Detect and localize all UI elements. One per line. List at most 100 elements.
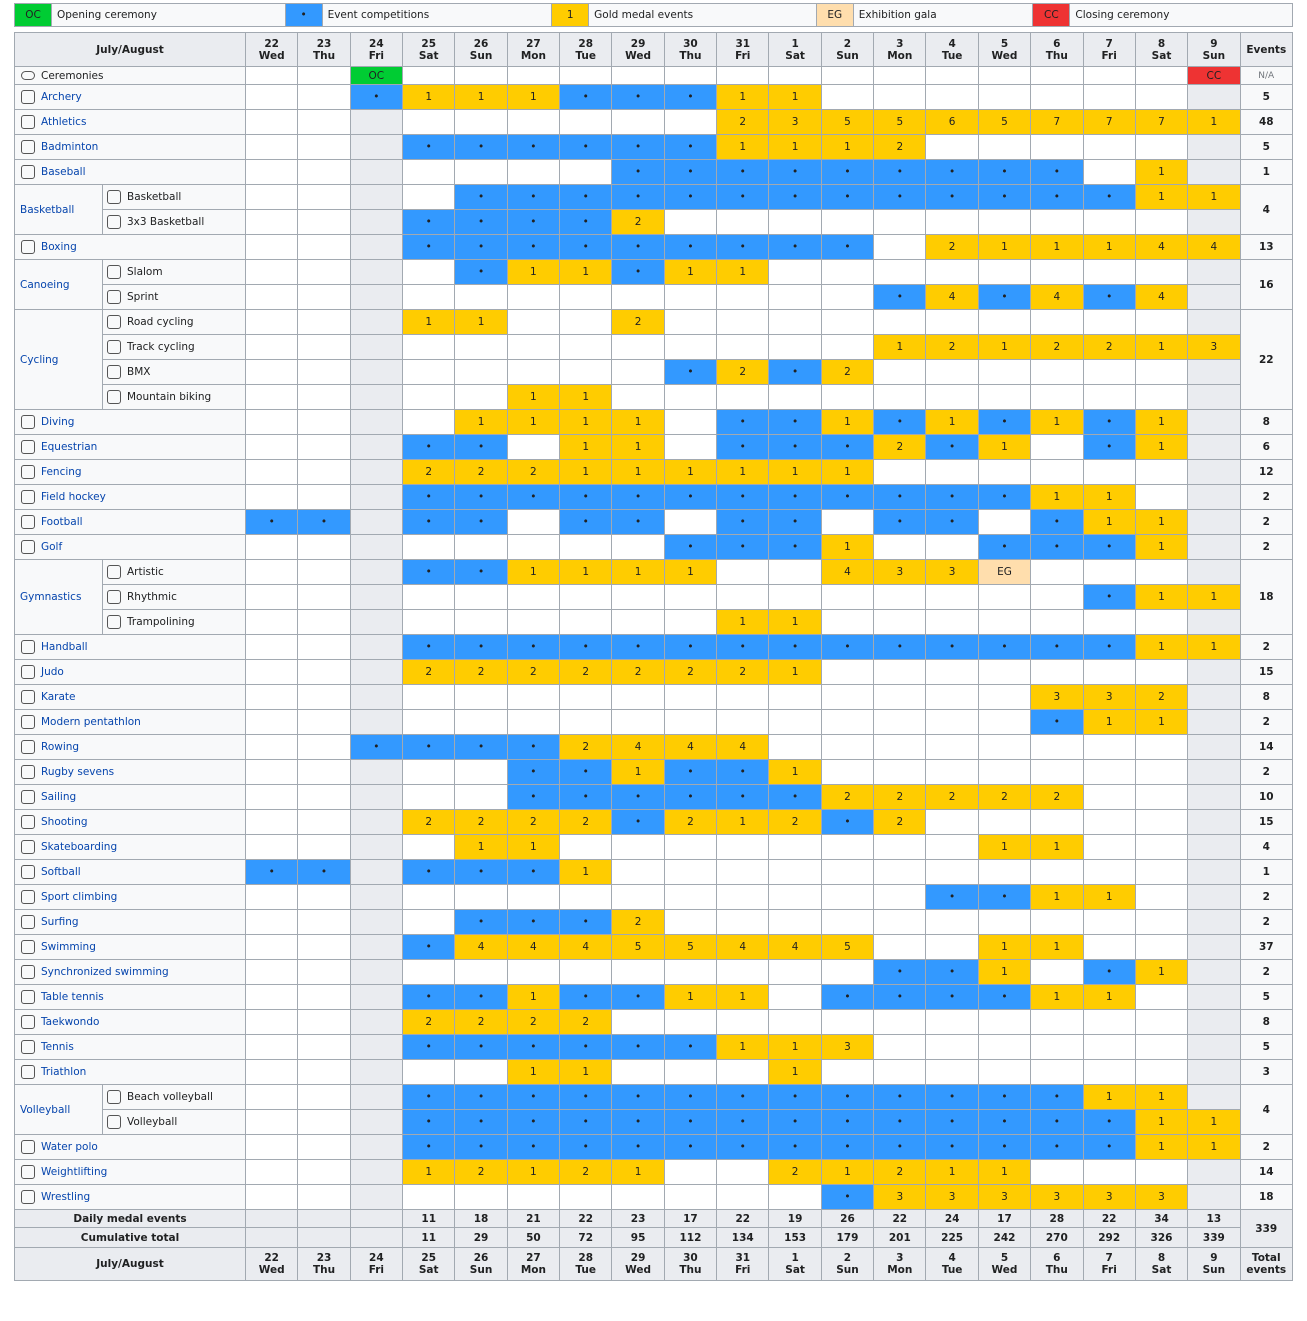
- sport-name[interactable]: Baseball: [14, 159, 246, 185]
- sport-name[interactable]: Volleyball: [14, 1084, 103, 1135]
- sport-name[interactable]: Softball: [14, 859, 246, 885]
- schedule-cell: [716, 859, 770, 885]
- sport-name[interactable]: Fencing: [14, 459, 246, 485]
- sport-name[interactable]: Golf: [14, 534, 246, 560]
- schedule-cell: [1187, 859, 1241, 885]
- sport-name[interactable]: Archery: [14, 84, 246, 110]
- schedule-cell: •: [506, 234, 561, 260]
- schedule-cell: 1: [1187, 1134, 1241, 1160]
- discipline-text: Beach volleyball: [127, 1091, 213, 1103]
- schedule-cell: [925, 584, 979, 610]
- sport-name[interactable]: Weightlifting: [14, 1159, 246, 1185]
- sport-name[interactable]: Skateboarding: [14, 834, 246, 860]
- daily-value: [244, 1209, 299, 1228]
- schedule-cell: 2: [768, 809, 822, 835]
- schedule-cell: 1: [1134, 509, 1189, 535]
- sport-name[interactable]: Football: [14, 509, 246, 535]
- sport-name[interactable]: Synchronized swimming: [14, 959, 246, 985]
- events-total: 3: [1239, 1059, 1294, 1085]
- sport-name[interactable]: Karate: [14, 684, 246, 710]
- discipline-text: Slalom: [127, 266, 163, 278]
- sport-row: Field hockey • • • • • • • • • • • • 1 1 2: [14, 484, 1294, 510]
- schedule-cell: [559, 684, 613, 710]
- sport-icon: [21, 1040, 35, 1054]
- schedule-cell: [663, 859, 718, 885]
- sport-name[interactable]: Basketball: [14, 184, 103, 235]
- sport-name[interactable]: Rowing: [14, 734, 246, 760]
- schedule-cell: •: [1030, 709, 1084, 735]
- schedule-cell: 2: [506, 659, 561, 685]
- day-weekday: Wed: [991, 49, 1018, 62]
- sport-name[interactable]: Rugby sevens: [14, 759, 246, 785]
- schedule-cell: •: [663, 484, 718, 510]
- schedule-cell: [244, 134, 299, 160]
- day-weekday: Sat: [418, 1264, 439, 1276]
- schedule-cell: •: [768, 1134, 822, 1160]
- schedule-cell: 4: [820, 559, 875, 585]
- discipline-row: Gymnastics Artistic • • 1 1 1 1 4 3 3 EG 18: [14, 559, 1294, 635]
- sport-name[interactable]: Table tennis: [14, 984, 246, 1010]
- sport-name[interactable]: Badminton: [14, 134, 246, 160]
- schedule-cell: •: [768, 409, 822, 435]
- sport-name[interactable]: Canoeing: [14, 259, 103, 310]
- schedule-cell: •: [559, 209, 613, 235]
- sport-text: Surfing: [41, 916, 79, 928]
- schedule-cell: 1: [1082, 709, 1136, 735]
- sport-name[interactable]: Athletics: [14, 109, 246, 135]
- schedule-cell: •: [977, 484, 1032, 510]
- sport-name[interactable]: Field hockey: [14, 484, 246, 510]
- sport-text: Ceremonies: [41, 69, 104, 82]
- schedule-cell: [1082, 784, 1136, 810]
- schedule-cell: •: [611, 1034, 665, 1060]
- schedule-cell: •: [977, 159, 1032, 185]
- sport-name[interactable]: Judo: [14, 659, 246, 685]
- schedule-cell: 2: [559, 734, 613, 760]
- sport-name[interactable]: Shooting: [14, 809, 246, 835]
- discipline-name: Mountain biking: [102, 384, 246, 410]
- sport-name[interactable]: Wrestling: [14, 1184, 246, 1210]
- sport-name[interactable]: Water polo: [14, 1134, 246, 1160]
- cumulative-value: 112: [663, 1227, 718, 1248]
- sport-name[interactable]: Diving: [14, 409, 246, 435]
- sport-name[interactable]: Sport climbing: [14, 884, 246, 910]
- sport-name[interactable]: Surfing: [14, 909, 246, 935]
- sport-name[interactable]: Taekwondo: [14, 1009, 246, 1035]
- sport-name[interactable]: Sailing: [14, 784, 246, 810]
- sport-icon: [21, 1015, 35, 1029]
- sport-name[interactable]: Equestrian: [14, 434, 246, 460]
- schedule-cell: [1082, 359, 1136, 385]
- schedule-cell: •: [663, 359, 718, 385]
- schedule-cell: [716, 909, 770, 935]
- sport-name[interactable]: Gymnastics: [14, 559, 103, 635]
- schedule-cell: [977, 684, 1032, 710]
- schedule-cell: [349, 359, 404, 385]
- schedule-cell: 1: [506, 1059, 561, 1085]
- sport-name[interactable]: Tennis: [14, 1034, 246, 1060]
- schedule-cell: [297, 584, 351, 610]
- schedule-cell: [768, 284, 822, 310]
- schedule-cell: [297, 109, 351, 135]
- sport-row: Badminton • • • • • • 1 1 1 2 5: [14, 134, 1294, 160]
- day-header: 24 Fri: [349, 32, 404, 67]
- schedule-cell: 1: [977, 1159, 1032, 1185]
- sport-row: Softball • • • • • 1 1: [14, 859, 1294, 885]
- schedule-cell: 1: [1187, 634, 1241, 660]
- sport-name[interactable]: Triathlon: [14, 1059, 246, 1085]
- sport-name[interactable]: Modern pentathlon: [14, 709, 246, 735]
- schedule-cell: [873, 584, 927, 610]
- schedule-cell: •: [402, 209, 456, 235]
- schedule-cell: [1030, 134, 1084, 160]
- sport-icon: [21, 71, 35, 80]
- sport-name[interactable]: Cycling: [14, 309, 103, 410]
- schedule-cell: [663, 1059, 718, 1085]
- schedule-cell: 5: [977, 109, 1032, 135]
- schedule-cell: [611, 1009, 665, 1035]
- schedule-cell: •: [402, 984, 456, 1010]
- day-date: 29: [630, 37, 646, 50]
- schedule-cell: •: [977, 984, 1032, 1010]
- schedule-cell: •: [873, 159, 927, 185]
- sport-name[interactable]: Boxing: [14, 234, 246, 260]
- schedule-cell: [1134, 459, 1189, 485]
- sport-name[interactable]: Handball: [14, 634, 246, 660]
- sport-name[interactable]: Swimming: [14, 934, 246, 960]
